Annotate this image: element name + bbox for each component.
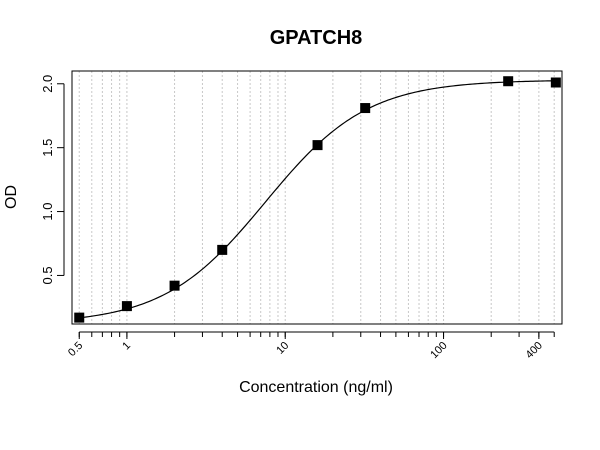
x-tick-label: 10 bbox=[274, 340, 291, 357]
data-points bbox=[74, 76, 561, 323]
y-tick-label: 1.0 bbox=[40, 203, 55, 221]
y-axis-label: OD bbox=[3, 185, 20, 209]
data-point bbox=[74, 312, 85, 323]
grid-lines bbox=[78, 71, 555, 324]
plot-frame bbox=[71, 70, 563, 325]
x-tick-label: 1 bbox=[120, 340, 133, 353]
x-tick-label: 100 bbox=[428, 340, 449, 361]
chart-title: GPATCH8 bbox=[270, 27, 363, 49]
data-point bbox=[312, 140, 323, 151]
data-point bbox=[121, 301, 132, 312]
data-point bbox=[217, 244, 228, 255]
data-point bbox=[360, 103, 371, 114]
data-point bbox=[169, 280, 180, 291]
x-axis-label: Concentration (ng/ml) bbox=[239, 379, 393, 396]
y-axis: 0.5 1.0 1.5 2.0 bbox=[40, 75, 65, 284]
y-tick-label: 0.5 bbox=[40, 266, 55, 284]
y-tick-label: 1.5 bbox=[40, 139, 55, 157]
data-point bbox=[503, 76, 514, 87]
x-tick-label: 0.5 bbox=[66, 340, 85, 359]
x-axis: 0.5 1 10 100 400 bbox=[66, 331, 555, 361]
y-tick-label: 2.0 bbox=[40, 75, 55, 93]
data-point bbox=[550, 77, 561, 88]
fit-curve bbox=[76, 80, 560, 319]
x-tick-label: 400 bbox=[524, 340, 545, 361]
